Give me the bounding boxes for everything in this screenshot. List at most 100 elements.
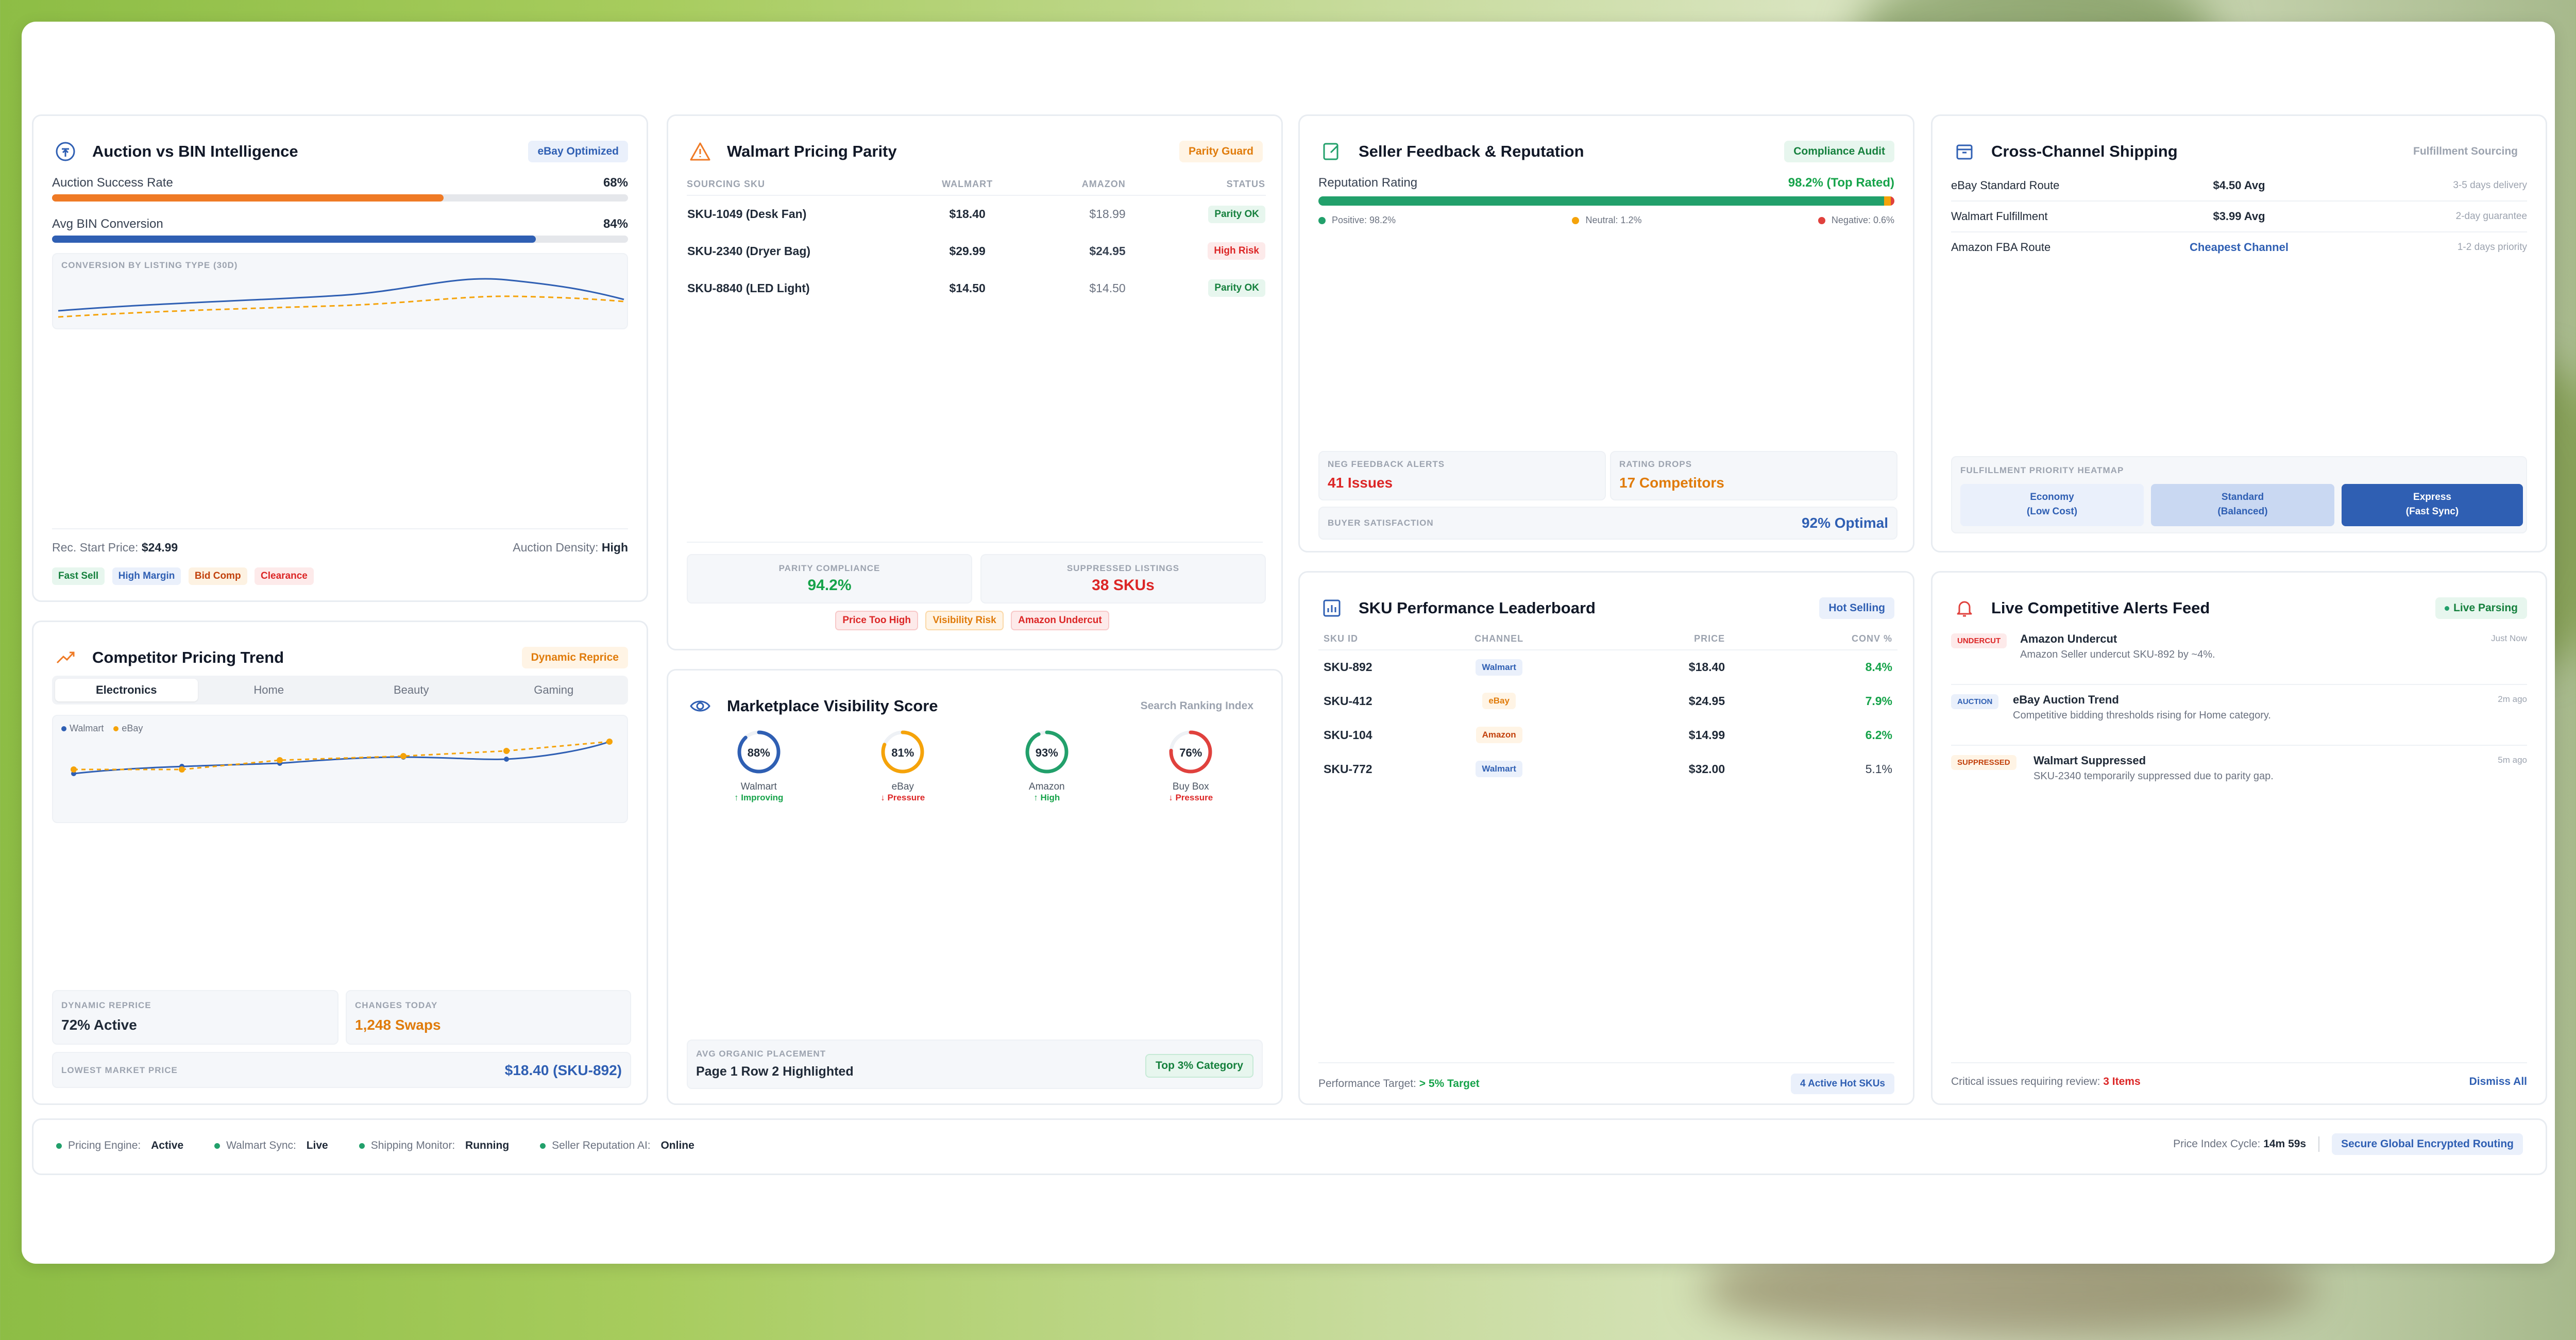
sku-cell: SKU-412 bbox=[1324, 694, 1372, 708]
conversion-chart-box: CONVERSION BY LISTING TYPE (30D) bbox=[52, 253, 628, 329]
col-header: CHANNEL bbox=[1475, 633, 1524, 644]
route-price: Cheapest Channel bbox=[2190, 241, 2289, 254]
alert-item[interactable]: UNDERCUT Amazon Undercut Amazon Seller u… bbox=[1951, 630, 2527, 685]
heat-economy-title: Economy bbox=[2030, 492, 2074, 502]
status-pricing-engine: Pricing Engine: Active bbox=[56, 1140, 183, 1152]
gauge-buy-box[interactable]: 76% Buy Box ↓ Pressure bbox=[1119, 728, 1263, 803]
route-eta: 1-2 days priority bbox=[2457, 242, 2528, 253]
dismiss-all-button[interactable]: Dismiss All bbox=[2469, 1076, 2527, 1087]
tag-high-margin[interactable]: High Margin bbox=[112, 567, 181, 585]
status-shipping-monitor: Shipping Monitor: Running bbox=[359, 1140, 509, 1152]
alert-time: 5m ago bbox=[2498, 755, 2527, 765]
list-item[interactable]: Walmart Fulfillment $3.99 Avg 2-day guar… bbox=[1951, 202, 2527, 232]
channel-badge: eBay bbox=[1482, 693, 1516, 709]
auction-success-label: Auction Success Rate bbox=[52, 176, 173, 190]
conv-cell: 8.4% bbox=[1865, 660, 1892, 674]
tag-price-too-high[interactable]: Price Too High bbox=[835, 611, 918, 630]
card-title: Auction vs BIN Intelligence bbox=[92, 142, 298, 160]
organic-placement-box: AVG ORGANIC PLACEMENT Page 1 Row 2 Highl… bbox=[687, 1040, 1263, 1089]
organic-placement-value: Page 1 Row 2 Highlighted bbox=[696, 1064, 854, 1079]
table-row[interactable]: SKU-8840 (LED Light) $14.50 $14.50 Parit… bbox=[687, 270, 1266, 307]
gauge-ebay[interactable]: 81% eBay ↓ Pressure bbox=[831, 728, 975, 803]
gauge-trend: ↓ Pressure bbox=[880, 793, 925, 802]
tab-home[interactable]: Home bbox=[253, 683, 284, 696]
tag-clearance[interactable]: Clearance bbox=[255, 567, 314, 585]
walmart-legend-dot bbox=[61, 726, 66, 732]
positive-segment bbox=[1318, 196, 1884, 206]
conversion-chart bbox=[58, 278, 624, 318]
channel-cell: Walmart bbox=[1442, 650, 1556, 684]
amazon-gauge-ring bbox=[1025, 730, 1069, 774]
alert-title: eBay Auction Trend bbox=[2013, 693, 2119, 706]
gauge-trend: ↓ Pressure bbox=[1168, 793, 1213, 802]
tag-fast-sell[interactable]: Fast Sell bbox=[52, 567, 105, 585]
conv-cell: 6.2% bbox=[1865, 728, 1892, 742]
search-ranking-badge: Search Ranking Index bbox=[1140, 700, 1253, 712]
start-price-label: Rec. Start Price: bbox=[52, 541, 139, 554]
table-row[interactable]: SKU-1049 (Desk Fan) $18.40 $18.99 Parity… bbox=[687, 195, 1266, 232]
status-dot bbox=[359, 1143, 365, 1149]
price-index-cycle: Price Index Cycle: 14m 59s bbox=[2173, 1138, 2306, 1150]
changes-today-label: CHANGES TODAY bbox=[355, 1000, 438, 1010]
neutral-legend: Neutral: 1.2% bbox=[1572, 215, 1642, 226]
organic-placement-label: AVG ORGANIC PLACEMENT bbox=[696, 1049, 826, 1059]
hot-selling-badge: Hot Selling bbox=[1819, 597, 1894, 619]
table-row[interactable]: SKU-772 Walmart $32.00 5.1% bbox=[1318, 752, 1897, 786]
card-title: Competitor Pricing Trend bbox=[92, 648, 284, 666]
legend-ebay: eBay bbox=[113, 723, 143, 733]
tab-electronics[interactable]: Electronics bbox=[55, 679, 198, 701]
tab-beauty[interactable]: Beauty bbox=[394, 683, 429, 696]
heat-express[interactable]: Express (Fast Sync) bbox=[2342, 484, 2523, 526]
ebay-legend-text: eBay bbox=[122, 723, 143, 733]
performance-target: Performance Target: > 5% Target bbox=[1318, 1078, 1480, 1090]
table-row[interactable]: SKU-2340 (Dryer Bag) $29.99 $24.95 High … bbox=[687, 232, 1266, 270]
walmart-gauge-ring bbox=[737, 730, 781, 774]
secure-routing-badge: Secure Global Encrypted Routing bbox=[2332, 1133, 2523, 1155]
route-name: Amazon FBA Route bbox=[1951, 241, 2051, 254]
tag-bid-comp[interactable]: Bid Comp bbox=[188, 567, 247, 585]
auction-bin-card: Auction vs BIN Intelligence eBay Optimiz… bbox=[32, 114, 648, 602]
list-item[interactable]: eBay Standard Route $4.50 Avg 3-5 days d… bbox=[1951, 171, 2527, 202]
parity-compliance-box: PARITY COMPLIANCE 94.2% bbox=[687, 554, 972, 604]
auction-density-value: High bbox=[601, 541, 628, 554]
sku-cell: SKU-104 bbox=[1324, 728, 1372, 742]
gauge-walmart[interactable]: 88% Walmart ↑ Improving bbox=[687, 728, 831, 803]
pricing-trend-chart-box: Walmart eBay bbox=[52, 715, 628, 823]
shipping-box-icon bbox=[1951, 138, 1978, 165]
gauge-value: 93% bbox=[1035, 746, 1058, 759]
status-walmart-sync: Walmart Sync: Live bbox=[214, 1140, 328, 1152]
gauge-value: 81% bbox=[891, 746, 914, 759]
gauge-trend: ↑ Improving bbox=[734, 793, 784, 802]
price-cell: $14.99 bbox=[1688, 728, 1725, 742]
alert-item[interactable]: SUPPRESSED Walmart Suppressed SKU-2340 t… bbox=[1951, 752, 2527, 806]
status-bar: Pricing Engine: Active Walmart Sync: Liv… bbox=[32, 1118, 2547, 1175]
conversion-chart-label: CONVERSION BY LISTING TYPE (30D) bbox=[61, 260, 238, 270]
heat-standard[interactable]: Standard (Balanced) bbox=[2151, 484, 2334, 526]
tag-amazon-undercut[interactable]: Amazon Undercut bbox=[1011, 611, 1109, 630]
heat-economy[interactable]: Economy (Low Cost) bbox=[1960, 484, 2144, 526]
tab-gaming[interactable]: Gaming bbox=[534, 683, 574, 696]
visibility-card: Marketplace Visibility Score Search Rank… bbox=[667, 669, 1283, 1105]
list-item[interactable]: Amazon FBA Route Cheapest Channel 1-2 da… bbox=[1951, 232, 2527, 262]
table-row[interactable]: SKU-412 eBay $24.95 7.9% bbox=[1318, 684, 1897, 718]
category-tabs: Electronics Home Beauty Gaming bbox=[52, 676, 628, 705]
gauge-amazon[interactable]: 93% Amazon ↑ High bbox=[975, 728, 1119, 803]
walmart-legend-text: Walmart bbox=[70, 723, 104, 733]
compliance-audit-badge: Compliance Audit bbox=[1784, 141, 1894, 162]
pricing-parity-card: Walmart Pricing Parity Parity Guard SOUR… bbox=[667, 114, 1283, 650]
card-divider bbox=[52, 528, 628, 529]
heat-economy-sub: (Low Cost) bbox=[2026, 506, 2078, 517]
status-dot bbox=[214, 1143, 221, 1149]
amazon-price-cell: $24.95 bbox=[1089, 244, 1126, 258]
tag-visibility-risk[interactable]: Visibility Risk bbox=[925, 611, 1004, 630]
parity-table: SOURCING SKU WALMART AMAZON STATUS SKU-1… bbox=[687, 174, 1266, 307]
table-row[interactable]: SKU-104 Amazon $14.99 6.2% bbox=[1318, 718, 1897, 752]
status-reputation-ai: Seller Reputation AI: Online bbox=[540, 1140, 694, 1152]
alert-item[interactable]: AUCTION eBay Auction Trend Competitive b… bbox=[1951, 691, 2527, 746]
sku-cell: SKU-1049 (Desk Fan) bbox=[687, 207, 807, 221]
critical-issues-label: Critical issues requiring review: bbox=[1951, 1076, 2100, 1087]
lowest-price-value: $18.40 (SKU-892) bbox=[504, 1062, 622, 1078]
price-index-cycle-value: 14m 59s bbox=[2263, 1138, 2307, 1150]
table-row[interactable]: SKU-892 Walmart $18.40 8.4% bbox=[1318, 650, 1897, 684]
gauge-value: 88% bbox=[747, 746, 770, 759]
